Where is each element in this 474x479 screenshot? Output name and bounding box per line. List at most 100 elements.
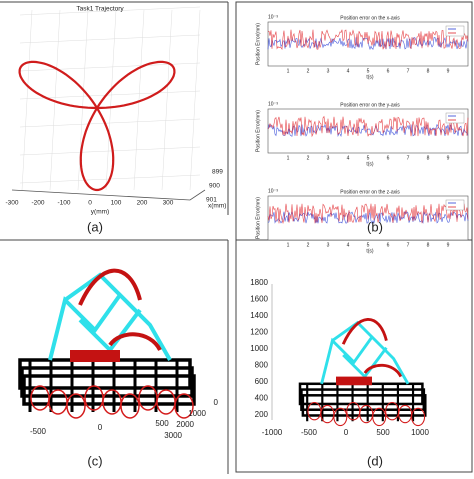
- caption: (a): [87, 219, 103, 234]
- arm: [341, 318, 403, 378]
- x-tick-label: 0: [98, 423, 103, 432]
- axis-label: t(s): [366, 248, 374, 254]
- x-tick-label: 2: [307, 155, 310, 161]
- x-tick-label: 7: [407, 242, 410, 248]
- coil: [398, 404, 413, 424]
- grid-line: [19, 90, 201, 100]
- error-trace: [267, 210, 469, 224]
- grid-line: [19, 146, 201, 156]
- coil: [372, 407, 387, 427]
- y-tick-label: 0: [88, 200, 92, 207]
- z-tick-label: 400: [255, 394, 269, 403]
- x-tick-label: 4: [347, 68, 350, 74]
- x-tick-label: 5: [367, 242, 370, 248]
- y-axis-label: Position Error(mm): [255, 197, 261, 239]
- scale-label: 10⁻³: [268, 101, 278, 107]
- subplot-title: Position error on the x-axis: [340, 15, 400, 21]
- z-tick-label: 1000: [250, 344, 268, 353]
- z-tick-label: 1200: [250, 328, 268, 337]
- grid-line: [19, 34, 201, 44]
- x-tick-label: 3: [327, 68, 330, 74]
- coil: [102, 389, 122, 415]
- x-tick-label: 1: [287, 155, 290, 161]
- caption: (b): [367, 219, 383, 234]
- z-tick-label: 800: [255, 361, 269, 370]
- grid-line: [161, 9, 173, 191]
- axis-label: t(s): [366, 161, 374, 167]
- x-tick-label: 8: [427, 68, 430, 74]
- y-axis-label: Position Error(mm): [255, 110, 261, 152]
- coil: [66, 393, 86, 419]
- platform: [20, 366, 194, 398]
- axis-label: t(s): [366, 74, 374, 80]
- joint: [336, 376, 372, 386]
- caption: (d): [367, 453, 383, 468]
- y-tick-label: -200: [31, 200, 44, 207]
- legend-box: [445, 199, 465, 211]
- x-tick-label: 1: [287, 242, 290, 248]
- robot-drawing: [18, 268, 196, 419]
- x-tick-label: 500: [155, 419, 169, 428]
- coil: [156, 389, 176, 415]
- y-tick-label: 100: [111, 200, 122, 207]
- x-tick-label: 8: [427, 155, 430, 161]
- grid-line: [19, 6, 201, 16]
- frame: [235, 239, 473, 473]
- x-tick-label: 899: [212, 169, 223, 176]
- grid-line: [49, 9, 61, 191]
- x-tick-label: 6: [387, 242, 390, 248]
- z-tick-label: 200: [255, 410, 269, 419]
- x-tick-label: 6: [387, 155, 390, 161]
- coil: [120, 393, 140, 419]
- arm: [78, 268, 162, 352]
- trajectory: [18, 60, 176, 192]
- x-tick-label: 900: [209, 183, 220, 190]
- coil: [174, 393, 194, 419]
- x-tick-label: 9: [447, 68, 450, 74]
- x-tick-label: 2: [307, 68, 310, 74]
- legend-box: [445, 112, 465, 124]
- x-tick-label: 5: [367, 155, 370, 161]
- y-tick-label: -100: [57, 200, 70, 207]
- x-tick-label: 4: [347, 242, 350, 248]
- grid-line: [105, 9, 117, 191]
- grid-line: [19, 118, 201, 128]
- error-trace: [267, 37, 469, 51]
- error-trace: [267, 123, 469, 137]
- error-trace: [267, 115, 469, 138]
- y-axis-label: Position Error(mm): [255, 23, 261, 65]
- error-trace: [267, 203, 469, 225]
- x-tick-label: -500: [301, 428, 318, 437]
- y-tick-label: 0: [214, 398, 219, 407]
- platform: [298, 382, 424, 406]
- joint: [70, 350, 120, 362]
- x-tick-label: 3: [327, 242, 330, 248]
- grid-line: [133, 9, 145, 191]
- z-tick-label: 1600: [250, 295, 268, 304]
- x-tick-label: 1: [287, 68, 290, 74]
- arm: [48, 272, 172, 361]
- platform: [300, 388, 426, 411]
- subplot-title: Position error on the y-axis: [340, 102, 400, 108]
- z-tick-label: 600: [255, 377, 269, 386]
- x-tick-label: -1000: [262, 428, 283, 437]
- y-tick-label: 300: [163, 200, 174, 207]
- x-tick-label: 500: [376, 428, 390, 437]
- x-tick-label: 1000: [411, 428, 429, 437]
- x-tick-label: -500: [30, 427, 47, 436]
- grid-line: [189, 9, 201, 191]
- platform: [18, 358, 192, 390]
- chart-title: Task1 Trajectory: [76, 6, 124, 13]
- error-trace: [267, 29, 469, 50]
- scale-label: 10⁻³: [268, 188, 278, 194]
- x-tick-label: 7: [407, 68, 410, 74]
- subplot-title: Position error on the z-axis: [340, 189, 400, 195]
- x-tick-label: 0: [344, 428, 349, 437]
- x-tick-label: 6: [387, 68, 390, 74]
- x-tick-label: 901: [206, 197, 217, 204]
- y-tick-label: 2000: [176, 420, 194, 429]
- robot-drawing: [298, 318, 427, 427]
- axis-label: y(mm): [91, 209, 109, 216]
- x-tick-label: 2: [307, 242, 310, 248]
- x-tick-label: 4: [347, 155, 350, 161]
